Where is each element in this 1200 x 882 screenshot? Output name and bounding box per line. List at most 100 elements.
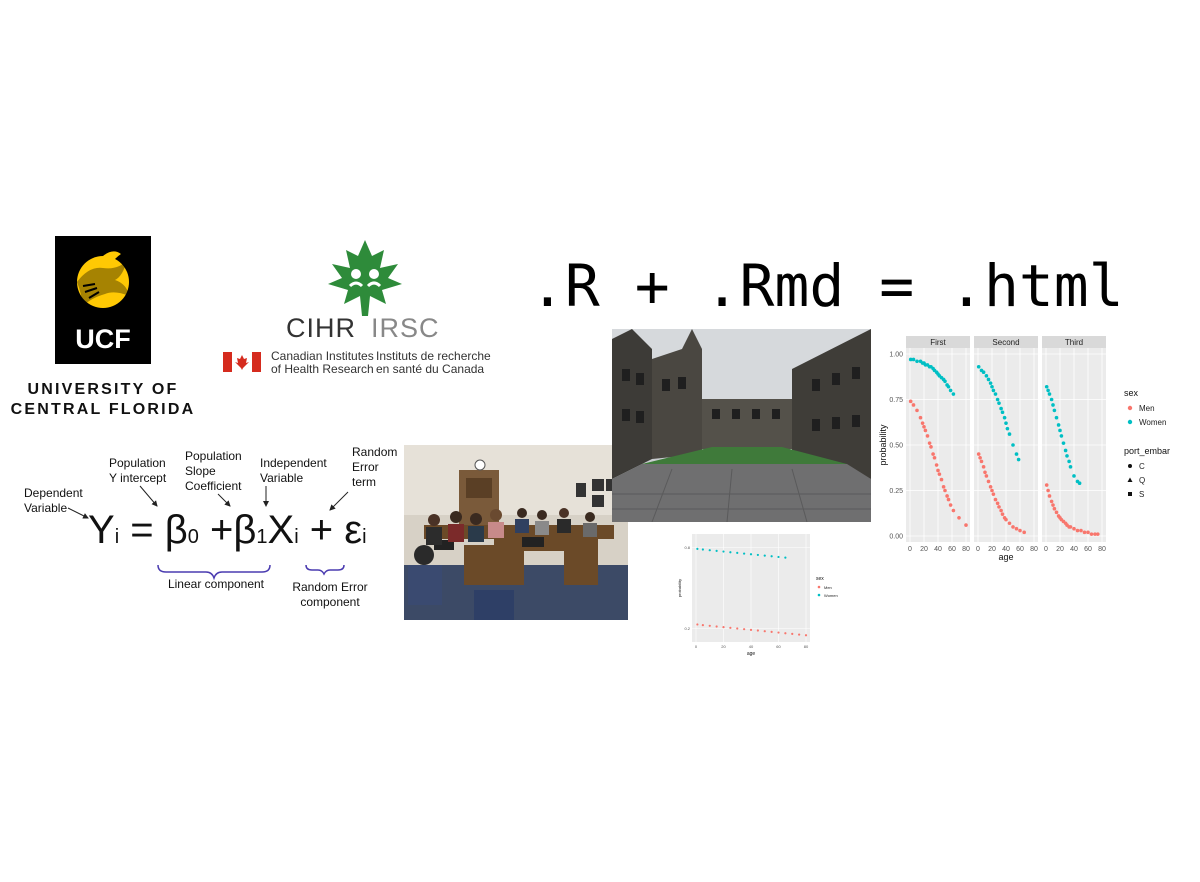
data-point: [1018, 528, 1022, 533]
data-point: [1068, 525, 1073, 529]
label-dependent-variable: Dependent Variable: [24, 486, 83, 515]
data-point: [715, 549, 718, 552]
data-point: [936, 468, 940, 473]
data-point: [722, 626, 725, 629]
data-point: [1051, 403, 1055, 407]
faceted-probability-chart: First 0 20 40 60 80 Second 0 20 40 60 80 Third 0 20 40 6…: [874, 332, 1185, 564]
data-point: [943, 379, 947, 384]
data-point: [920, 421, 925, 425]
data-point: [1068, 465, 1073, 469]
label-independent-variable: Independent Variable: [260, 456, 327, 485]
data-point: [964, 523, 968, 527]
legend-label: C: [1139, 462, 1145, 471]
data-point: [1049, 499, 1054, 504]
y-axis-title: probability: [878, 424, 888, 466]
data-point: [804, 634, 808, 637]
cihr-name-en-1: Canadian Institutes: [271, 349, 374, 363]
data-point: [911, 357, 916, 362]
data-point: [784, 556, 787, 559]
regression-equation: Dependent Variable Population Y intercept …: [0, 440, 400, 620]
data-point: [701, 548, 704, 551]
data-point: [1054, 510, 1059, 515]
data-point: [1059, 434, 1064, 438]
legend-label: Women: [824, 593, 838, 598]
data-point: [979, 459, 984, 464]
x-tick-label: 60: [948, 546, 956, 553]
data-point: [976, 452, 981, 456]
data-point: [981, 370, 986, 374]
data-point: [729, 551, 732, 554]
cihr-abbrev-fr: IRSC: [371, 313, 440, 343]
canada-flag-icon: [223, 352, 261, 372]
x-axis-title: age: [998, 552, 1013, 562]
data-point: [1002, 415, 1007, 420]
data-point: [1079, 528, 1083, 533]
legend-key: [817, 593, 821, 597]
data-point: [777, 631, 780, 634]
data-point: [951, 392, 956, 396]
data-point: [1072, 526, 1076, 531]
data-point: [756, 553, 759, 557]
data-point: [1014, 452, 1019, 456]
data-point: [756, 629, 759, 632]
data-point: [922, 425, 926, 429]
data-point: [925, 434, 930, 438]
data-point: [736, 551, 739, 554]
data-point: [777, 555, 780, 559]
x-tick-label: 0: [976, 546, 980, 553]
data-point: [1067, 459, 1071, 464]
data-point: [708, 549, 711, 552]
data-point: [749, 553, 753, 556]
data-point: [934, 463, 939, 467]
data-point: [1004, 421, 1008, 425]
cihr-name-fr-2: en santé du Canada: [376, 362, 485, 376]
legend-key: [1127, 405, 1133, 411]
data-point: [763, 630, 766, 633]
linear-component-label: Linear component: [167, 577, 265, 591]
cihr-name-fr-1: Instituts de recherche: [376, 349, 491, 363]
data-point: [1007, 521, 1012, 526]
legend-label: S: [1139, 490, 1144, 499]
data-point: [798, 633, 801, 636]
data-point: [908, 357, 913, 362]
data-point: [1014, 526, 1019, 531]
data-point: [1047, 494, 1052, 498]
y-tick-label: 0.25: [889, 488, 903, 495]
y-tick-label: 0.2: [684, 626, 690, 631]
data-point: [999, 508, 1003, 513]
error-brace: [305, 564, 345, 576]
data-point: [1016, 457, 1021, 462]
data-point: [945, 494, 949, 498]
data-point: [696, 547, 699, 550]
linear-brace: [157, 564, 271, 581]
data-point: [993, 497, 998, 502]
data-point: [981, 465, 986, 469]
equation-arrows: [67, 485, 349, 581]
data-point: [983, 470, 987, 475]
cihr-name-en-2: of Health Research: [271, 362, 374, 376]
courtyard-photo: [612, 329, 871, 522]
data-point: [927, 441, 932, 445]
facet-label: First: [930, 338, 946, 347]
data-point: [976, 364, 981, 369]
data-point: [743, 552, 746, 555]
data-point: [1022, 530, 1026, 535]
data-point: [986, 377, 991, 382]
x-tick-label: 80: [962, 546, 970, 553]
data-point: [948, 503, 953, 507]
data-point: [978, 455, 982, 460]
page-title: .R + .Rmd = .html: [530, 252, 1124, 320]
facet-label: Second: [992, 338, 1019, 347]
data-point: [1044, 384, 1049, 389]
data-point: [1044, 483, 1049, 487]
x-axis-title: age: [747, 651, 756, 657]
data-point: [937, 472, 942, 476]
data-point: [990, 488, 994, 493]
data-point: [995, 501, 1000, 506]
data-point: [1075, 528, 1080, 533]
x-tick-label: 80: [1098, 546, 1106, 553]
data-point: [993, 392, 998, 396]
data-point: [1058, 428, 1062, 433]
x-tick-label: 0: [908, 546, 912, 553]
